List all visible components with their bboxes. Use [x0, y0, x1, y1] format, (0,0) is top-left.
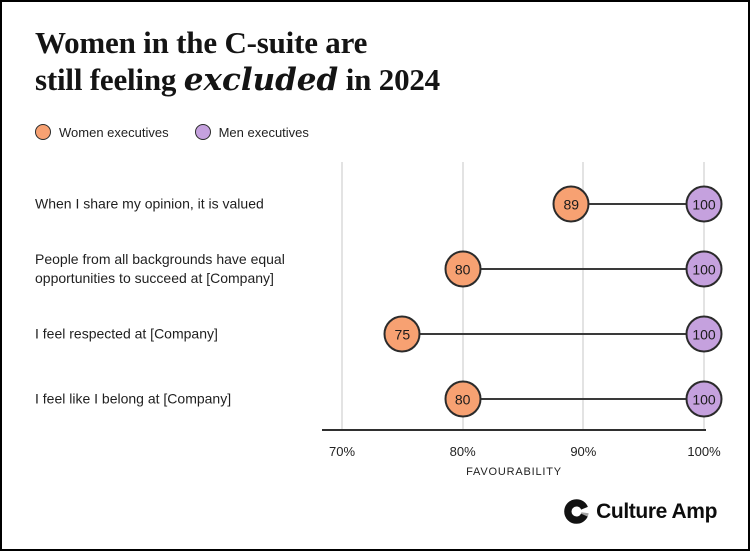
brand-logo: Culture Amp	[564, 499, 717, 524]
men-dot: 100	[685, 250, 723, 288]
dumbbell-connector	[571, 203, 704, 205]
men-dot: 100	[685, 380, 723, 418]
title-line2-end: in 2024	[338, 62, 440, 97]
women-dot: 80	[444, 380, 482, 418]
legend: Women executives Men executives	[35, 124, 309, 140]
culture-amp-c-icon	[564, 499, 589, 524]
title-script-word: excluded	[183, 62, 339, 98]
x-tick-label: 70%	[328, 444, 356, 459]
legend-label-women: Women executives	[59, 124, 169, 140]
title-line1: Women in the C-suite are	[35, 25, 368, 60]
women-swatch-icon	[35, 124, 51, 140]
legend-item-women: Women executives	[35, 124, 169, 140]
dumbbell-connector	[462, 398, 704, 400]
category-label: I feel like I belong at [Company]	[35, 390, 232, 407]
category-label: When I share my opinion, it is valued	[35, 195, 264, 212]
gridline	[341, 162, 343, 430]
women-dot: 89	[552, 185, 590, 223]
x-axis-title: FAVOURABILITY	[466, 466, 562, 478]
men-swatch-icon	[194, 124, 211, 140]
category-label: People from all backgrounds have equal o…	[35, 251, 285, 286]
title-line2-start: still feeling	[35, 62, 184, 97]
dumbbell-connector	[402, 333, 704, 335]
men-dot: 100	[685, 185, 723, 223]
category-label: I feel respected at [Company]	[35, 325, 218, 342]
x-axis-line	[322, 429, 706, 431]
gridline	[461, 162, 464, 430]
women-dot: 75	[383, 315, 421, 353]
legend-label-men: Men executives	[218, 124, 309, 140]
women-dot: 80	[444, 250, 482, 288]
gridline	[582, 162, 585, 430]
legend-item-men: Men executives	[194, 124, 309, 140]
brand-name: Culture Amp	[596, 499, 717, 523]
page-title: Women in the C-suite are still feeling e…	[35, 24, 440, 99]
men-dot: 100	[685, 315, 723, 353]
dumbbell-connector	[462, 268, 704, 270]
gridline	[703, 162, 705, 430]
x-tick-label: 100%	[687, 444, 721, 459]
x-tick-label: 80%	[449, 444, 476, 459]
x-tick-label: 90%	[570, 444, 597, 459]
